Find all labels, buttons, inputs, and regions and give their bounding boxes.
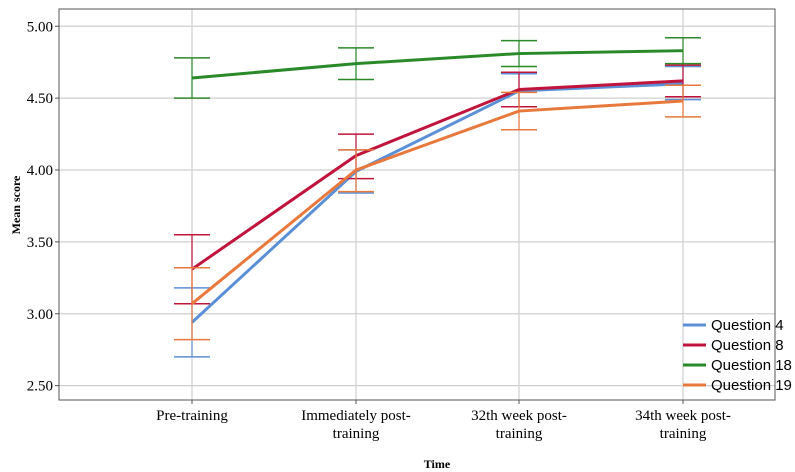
series-line-2 [191, 49, 684, 80]
series-line-3 [191, 99, 684, 305]
y-tick-label-4: 4.50 [27, 91, 53, 107]
x-tick-labels: Pre-training Immediately post-training 32t… [156, 400, 731, 442]
series-2 [174, 37, 701, 99]
legend: Question 4 Question 8 Question 18 Question … [683, 317, 792, 394]
x-tick-label-1-line-0: Immediately post- [301, 408, 411, 424]
y-axis-title: Mean score [9, 175, 23, 234]
series-line-0 [190, 82, 684, 324]
y-tick-label-5: 5.00 [27, 19, 53, 35]
y-tick-label-3: 4.00 [27, 163, 53, 179]
legend-label-2: Question 18 [711, 357, 792, 374]
y-tick-label-1: 3.00 [27, 307, 53, 323]
x-tick-label-3-line-0: 34th week post- [635, 408, 731, 424]
x-tick-label-2-line-0: 32th week post- [471, 408, 567, 424]
y-tick-labels: 2.50 3.00 3.50 4.00 4.50 5.00 [27, 19, 59, 395]
y-tick-label-0: 2.50 [27, 379, 53, 395]
x-tick-label-0-line-0: Pre-training [156, 408, 228, 424]
legend-label-0: Question 4 [711, 317, 784, 334]
plot-frame [58, 8, 776, 401]
y-tick-label-2: 3.50 [27, 235, 53, 251]
x-axis-title: Time [424, 457, 451, 471]
x-tick-label-1-line-1: training [333, 426, 380, 442]
legend-label-1: Question 8 [711, 337, 784, 354]
series-layer [174, 37, 701, 358]
x-tick-label-3-line-1: training [660, 426, 707, 442]
x-tick-label-2-line-1: training [496, 426, 543, 442]
series-3 [174, 84, 701, 341]
legend-label-3: Question 19 [711, 377, 792, 394]
series-line-1 [191, 79, 684, 271]
